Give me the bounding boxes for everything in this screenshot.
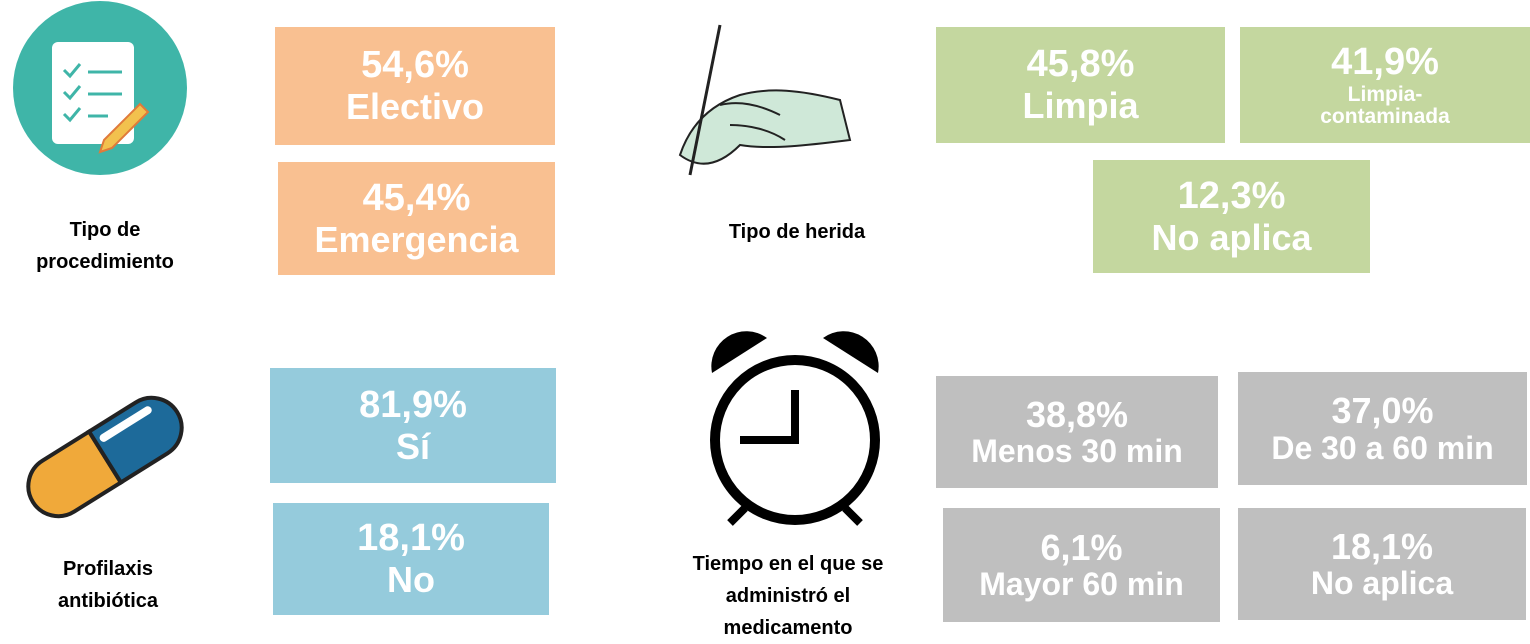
stat-box: 37,0% De 30 a 60 min xyxy=(1238,372,1527,485)
stat-value: 45,8% xyxy=(1026,43,1135,86)
stat-value: 37,0% xyxy=(1331,390,1434,432)
stat-box: 54,6% Electivo xyxy=(275,27,555,145)
stat-box: 18,1% No aplica xyxy=(1238,508,1526,620)
checklist-icon xyxy=(13,1,187,175)
stat-label: De 30 a 60 min xyxy=(1271,429,1494,466)
stat-label: No xyxy=(387,559,435,601)
stat-label: Sí xyxy=(395,425,430,467)
glove-icon xyxy=(678,24,852,176)
stat-label: Limpia-contaminada xyxy=(1320,82,1450,128)
stat-value: 18,1% xyxy=(357,517,465,560)
stat-box: 45,8% Limpia xyxy=(936,27,1225,143)
stat-box: 18,1% No xyxy=(273,503,549,615)
stat-value: 6,1% xyxy=(1040,526,1123,568)
section-label: Tiempo en el que se administró el medica… xyxy=(692,553,884,639)
clock-icon xyxy=(710,331,880,526)
stat-box: 45,4% Emergencia xyxy=(278,162,555,275)
stat-box: 6,1% Mayor 60 min xyxy=(943,508,1220,622)
stat-value: 12,3% xyxy=(1177,174,1286,217)
pill-icon xyxy=(26,395,184,519)
section-label: Tipo de procedimiento xyxy=(36,219,174,273)
stat-value: 81,9% xyxy=(359,383,467,426)
stat-box: 38,8% Menos 30 min xyxy=(936,376,1218,488)
stat-value: 18,1% xyxy=(1330,525,1434,567)
section-label: Tipo de herida xyxy=(728,221,866,243)
stat-label: No aplica xyxy=(1151,216,1312,258)
stat-label: Menos 30 min xyxy=(971,433,1183,470)
stat-value: 38,8% xyxy=(1025,393,1129,435)
stat-box: 12,3% No aplica xyxy=(1093,160,1370,273)
stat-label: No aplica xyxy=(1310,565,1454,602)
stat-value: 41,9% xyxy=(1331,41,1439,84)
stat-box: 41,9% Limpia-contaminada xyxy=(1240,27,1530,143)
stat-label: Emergencia xyxy=(314,218,519,260)
stat-label: Electivo xyxy=(345,86,485,128)
stat-label: Mayor 60 min xyxy=(979,566,1184,603)
section-label: Profilaxis antibiótica xyxy=(57,558,158,612)
stat-box: 81,9% Sí xyxy=(270,368,556,483)
stat-label: Limpia xyxy=(1022,85,1139,127)
stat-value: 54,6% xyxy=(361,44,469,87)
stat-value: 45,4% xyxy=(362,176,471,219)
